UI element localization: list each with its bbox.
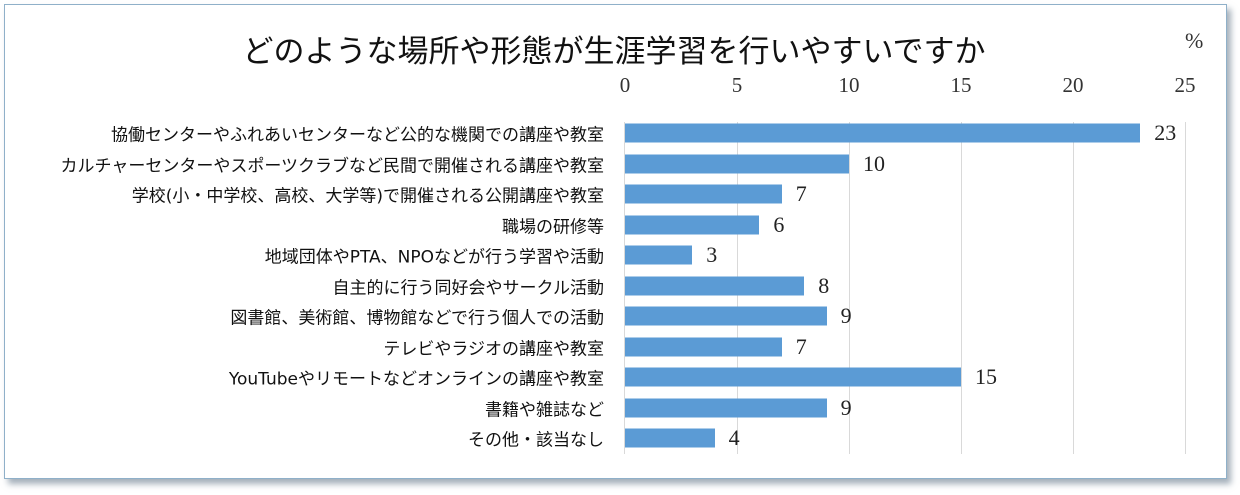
x-tick-label: 20 (1062, 73, 1084, 97)
category-label: 協働センターやふれあいセンターなど公的な機関での講座や教室 (111, 125, 604, 146)
data-label: 3 (706, 242, 718, 267)
gridline (1185, 122, 1186, 454)
category-label: その他・該当なし (468, 430, 604, 451)
bar (625, 123, 1141, 143)
x-tick-label: 15 (950, 73, 972, 97)
gridline (961, 122, 962, 454)
x-tick-label: 0 (619, 73, 631, 97)
category-label: 書籍や雑誌など (485, 400, 604, 420)
bar (625, 215, 760, 234)
bar (625, 184, 782, 204)
category-label: 学校(小・中学校、高校、大学等)で開催される公開講座や教室 (131, 186, 604, 207)
chart-frame (4, 4, 1227, 479)
y-axis-line (624, 122, 625, 454)
category-label: YouTubeやリモートなどオンラインの講座や教室 (228, 369, 604, 390)
data-label: 7 (795, 181, 807, 206)
category-label: 自主的に行う同好会やサークル活動 (332, 278, 605, 298)
bar (625, 154, 849, 173)
unit-label: % (1185, 28, 1204, 53)
data-label: 9 (840, 303, 852, 328)
data-label: 8 (818, 272, 830, 298)
data-label: 7 (795, 333, 807, 359)
category-label: 図書館、美術館、博物館などで行う個人での活動 (230, 308, 604, 329)
category-label: カルチャーセンターやスポーツクラブなど民間で開催される講座や教室 (60, 156, 605, 176)
data-label: 6 (773, 211, 785, 237)
bar (625, 428, 715, 448)
bar (625, 337, 782, 356)
x-tick-label: 5 (731, 73, 743, 97)
chart-title: どのような場所や形態が生涯学習を行いやすいですか (242, 34, 986, 70)
gridline (849, 122, 850, 454)
category-label: 職場の研修等 (502, 217, 604, 237)
x-tick-label: 25 (1174, 73, 1196, 97)
data-label: 15 (975, 364, 997, 389)
data-label: 4 (728, 425, 740, 450)
bar (625, 245, 693, 265)
data-label: 23 (1154, 120, 1177, 145)
gridline (1073, 122, 1074, 454)
category-label: テレビやラジオの講座や教室 (383, 339, 604, 359)
data-label: 9 (840, 394, 852, 420)
data-label: 10 (863, 150, 885, 176)
bar (625, 276, 805, 295)
category-label: 地域団体やPTA、NPOなどが行う学習や活動 (264, 247, 604, 268)
bar (625, 398, 827, 417)
bar (625, 306, 827, 326)
bar (625, 367, 961, 387)
x-tick-label: 10 (838, 73, 860, 97)
